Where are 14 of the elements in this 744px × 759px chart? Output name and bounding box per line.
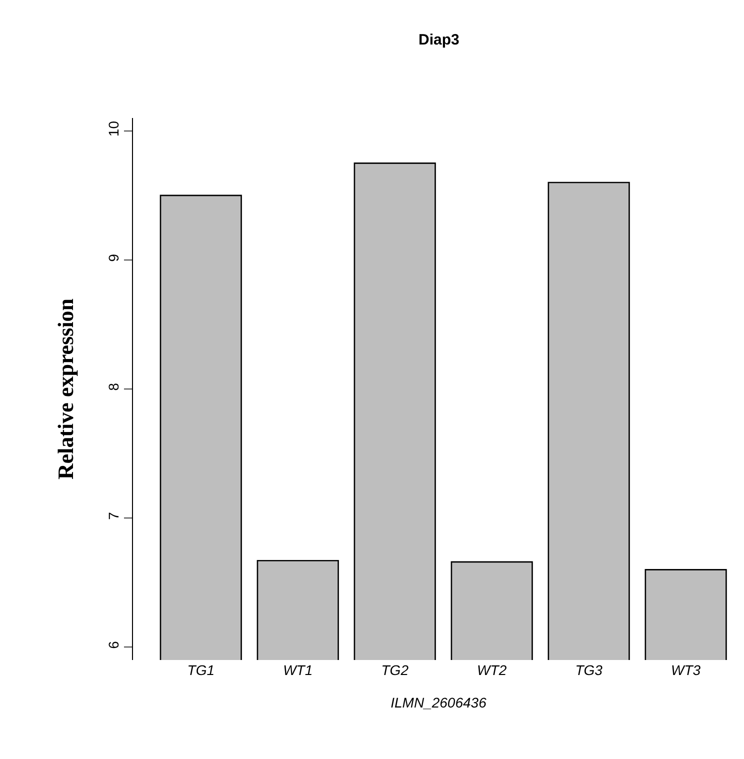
y-tick-label: 8	[105, 382, 122, 391]
x-tick-label: TG3	[575, 662, 603, 678]
y-tick-label: 7	[105, 512, 122, 520]
x-tick-label: WT2	[477, 662, 507, 678]
x-tick-label: TG1	[187, 662, 215, 678]
y-tick-label: 6	[105, 640, 122, 649]
y-axis-title: Relative expression	[53, 298, 78, 480]
y-tick-label: 9	[105, 254, 122, 262]
x-tick-label: TG2	[381, 662, 409, 678]
x-axis-title: ILMN_2606436	[390, 694, 487, 710]
y-tick-label: 10	[105, 120, 122, 137]
x-tick-label: WT1	[283, 662, 313, 678]
x-tick-label: WT3	[671, 662, 701, 678]
chart-title: Diap3	[418, 32, 460, 49]
